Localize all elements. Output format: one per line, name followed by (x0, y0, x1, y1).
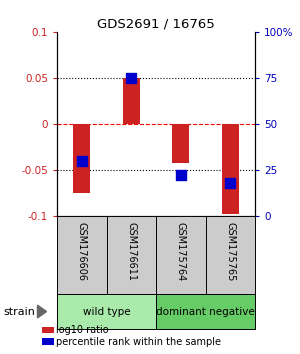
Polygon shape (38, 305, 46, 318)
Text: strain: strain (3, 307, 35, 316)
Text: percentile rank within the sample: percentile rank within the sample (56, 337, 220, 347)
Bar (156, 294, 255, 329)
Bar (172, 124, 189, 162)
Text: GSM176606: GSM176606 (77, 222, 87, 281)
Point (79, 158, 84, 164)
Point (129, 75, 134, 81)
Text: GSM175764: GSM175764 (176, 222, 186, 281)
Text: GSM176611: GSM176611 (126, 222, 136, 281)
Text: dominant negative: dominant negative (156, 307, 255, 316)
Title: GDS2691 / 16765: GDS2691 / 16765 (97, 18, 215, 31)
Text: wild type: wild type (83, 307, 130, 316)
Text: GSM175765: GSM175765 (225, 222, 235, 281)
Text: log10 ratio: log10 ratio (56, 325, 108, 335)
Bar (57, 294, 156, 329)
Point (228, 180, 233, 185)
Bar (73, 124, 90, 193)
Bar (222, 124, 239, 214)
Bar (123, 78, 140, 124)
Point (178, 173, 183, 178)
